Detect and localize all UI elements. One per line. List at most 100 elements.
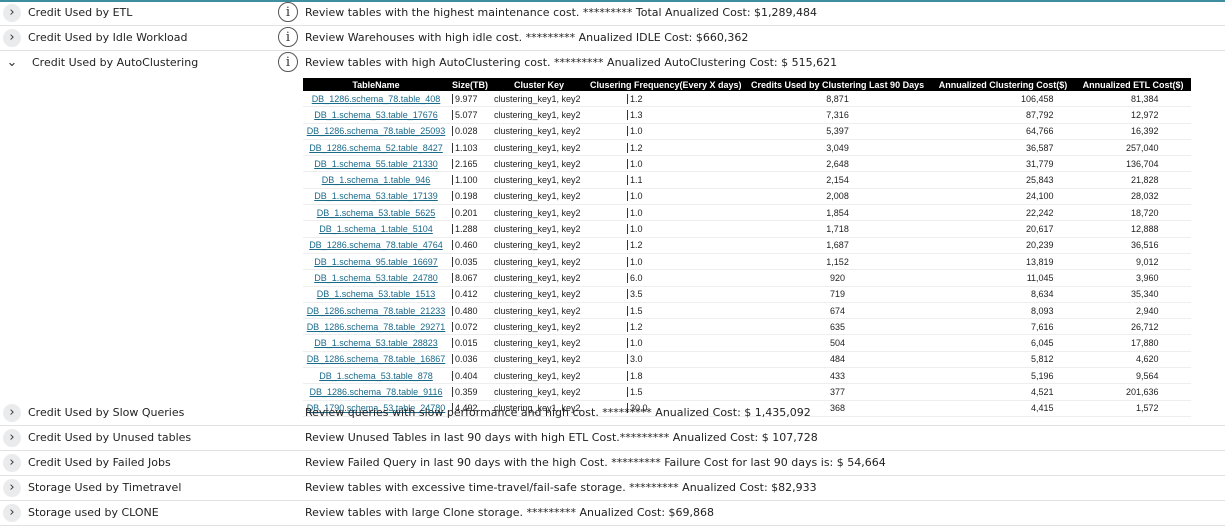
etl-cost-cell: 21,828 <box>1075 171 1191 189</box>
chevron-right-icon[interactable]: › <box>3 4 21 22</box>
clustering-cost-cell: 25,843 <box>930 171 1076 189</box>
section-row-failed-jobs[interactable]: › Credit Used by Failed Jobs Review Fail… <box>0 451 1225 476</box>
clustering-cost-cell: 20,617 <box>930 220 1076 238</box>
table-name-link[interactable]: DB_1.schema_1.table_5104 <box>303 220 449 238</box>
table-name-link[interactable]: DB_1286.schema_78.table_408 <box>303 91 449 108</box>
col-header[interactable]: Clusering Frequency(Every X days) <box>587 78 745 91</box>
chevron-right-icon[interactable]: › <box>3 504 21 522</box>
table-row: DB_1.schema_55.table_21330 2.165 clusterin… <box>303 155 1191 173</box>
frequency-cell: 1.0 <box>587 253 745 271</box>
table-name-link[interactable]: DB_1.schema_53.table_28823 <box>303 334 449 352</box>
table-name-link[interactable]: DB_1286.schema_78.table_16867 <box>303 351 449 369</box>
chevron-right-icon[interactable]: › <box>3 429 21 447</box>
section-description: Review tables with excessive time-travel… <box>305 481 817 494</box>
cluster-key-cell: clustering_key1, key2 <box>491 106 587 124</box>
credits-cell: 484 <box>744 351 931 369</box>
col-header[interactable]: Annualized Clustering Cost($) <box>930 78 1076 91</box>
table-row: DB_1790.schema_53.table_24780 4.492 cluste… <box>303 400 1191 417</box>
credits-cell: 7,316 <box>744 106 931 124</box>
col-header[interactable]: Credits Used by Clustering Last 90 Days <box>744 78 931 91</box>
table-name-link[interactable]: DB_1.schema_53.table_5625 <box>303 204 449 222</box>
col-header[interactable]: Cluster Key <box>491 78 587 91</box>
frequency-cell: 1.2 <box>587 237 745 254</box>
etl-cost-cell: 12,888 <box>1075 220 1191 238</box>
chevron-right-icon[interactable]: › <box>3 29 21 47</box>
size-cell: 5.077 <box>449 106 491 124</box>
cluster-key-cell: clustering_key1, key2 <box>491 220 587 238</box>
table-name-link[interactable]: DB_1286.schema_78.table_25093 <box>303 123 449 140</box>
cluster-key-cell: clustering_key1, key2 <box>491 123 587 140</box>
col-header[interactable]: Annualized ETL Cost($) <box>1075 78 1191 91</box>
credits-cell: 3,049 <box>744 139 931 157</box>
table-name-link[interactable]: DB_1.schema_53.table_24780 <box>303 269 449 287</box>
frequency-cell: 3.5 <box>587 286 745 303</box>
frequency-cell: 1.8 <box>587 367 745 385</box>
credits-cell: 2,154 <box>744 171 931 189</box>
table-row: DB_1286.schema_78.table_21233 0.480 cluste… <box>303 302 1191 320</box>
table-row: DB_1.schema_53.table_24780 8.067 clusterin… <box>303 269 1191 287</box>
table-name-link[interactable]: DB_1.schema_1.table_946 <box>303 171 449 189</box>
cluster-key-cell: clustering_key1, key2 <box>491 204 587 222</box>
section-row-etl[interactable]: › Credit Used by ETL i Review tables wit… <box>0 1 1225 26</box>
section-row-autoclustering[interactable]: ⌄ Credit Used by AutoClustering i Review… <box>0 51 1225 75</box>
section-description: Review queries with slow performance and… <box>305 406 811 419</box>
section-description: Review Unused Tables in last 90 days wit… <box>305 431 818 444</box>
table-name-link[interactable]: DB_1.schema_55.table_21330 <box>303 155 449 173</box>
table-name-link[interactable]: DB_1286.schema_78.table_21233 <box>303 302 449 320</box>
cluster-key-cell: clustering_key1, key2 <box>491 334 587 352</box>
table-row: DB_1.schema_53.table_1513 0.412 clustering… <box>303 286 1191 303</box>
etl-cost-cell: 2,940 <box>1075 302 1191 320</box>
credits-cell: 1,152 <box>744 253 931 271</box>
frequency-cell: 1.0 <box>587 155 745 173</box>
clustering-cost-cell: 13,819 <box>930 253 1076 271</box>
section-row-idle-workload[interactable]: › Credit Used by Idle Workload i Review … <box>0 26 1225 51</box>
cluster-key-cell: clustering_key1, key2 <box>491 286 587 303</box>
cluster-key-cell: clustering_key1, key2 <box>491 188 587 206</box>
table-name-link[interactable]: DB_1286.schema_78.table_9116 <box>303 383 449 401</box>
etl-cost-cell: 3,960 <box>1075 269 1191 287</box>
size-cell: 0.028 <box>449 123 491 140</box>
table-name-link[interactable]: DB_1286.schema_78.table_29271 <box>303 318 449 336</box>
section-row-clone[interactable]: › Storage used by CLONE Review tables wi… <box>0 501 1225 526</box>
table-row: DB_1.schema_53.table_17676 5.077 clusterin… <box>303 106 1191 124</box>
table-row: DB_1.schema_53.table_5625 0.201 clustering… <box>303 204 1191 222</box>
etl-cost-cell: 9,564 <box>1075 367 1191 385</box>
size-cell: 2.165 <box>449 155 491 173</box>
table-name-link[interactable]: DB_1286.schema_78.table_4764 <box>303 237 449 254</box>
table-name-link[interactable]: DB_1.schema_53.table_17139 <box>303 188 449 206</box>
chevron-right-icon[interactable]: › <box>3 404 21 422</box>
chevron-down-icon[interactable]: ⌄ <box>6 55 18 70</box>
size-cell: 1.103 <box>449 139 491 157</box>
table-name-link[interactable]: DB_1.schema_53.table_878 <box>303 367 449 385</box>
table-name-link[interactable]: DB_1.schema_53.table_17676 <box>303 106 449 124</box>
etl-cost-cell: 18,720 <box>1075 204 1191 222</box>
size-cell: 0.036 <box>449 351 491 369</box>
info-icon[interactable]: i <box>278 2 298 22</box>
chevron-right-icon[interactable]: › <box>3 454 21 472</box>
info-icon[interactable]: i <box>278 52 298 72</box>
clustering-cost-cell: 5,196 <box>930 367 1076 385</box>
table-row: DB_1286.schema_78.table_16867 0.036 cluste… <box>303 351 1191 369</box>
table-name-link[interactable]: DB_1286.schema_52.table_8427 <box>303 139 449 157</box>
credits-cell: 1,854 <box>744 204 931 222</box>
table-name-link[interactable]: DB_1.schema_95.table_16697 <box>303 253 449 271</box>
credits-cell: 377 <box>744 383 931 401</box>
clustering-cost-cell: 8,093 <box>930 302 1076 320</box>
size-cell: 0.201 <box>449 204 491 222</box>
cluster-key-cell: clustering_key1, key2 <box>491 400 587 417</box>
table-name-link[interactable]: DB_1790.schema_53.table_24780 <box>303 400 449 417</box>
etl-cost-cell: 9,012 <box>1075 253 1191 271</box>
frequency-cell: 1.0 <box>587 334 745 352</box>
table-name-link[interactable]: DB_1.schema_53.table_1513 <box>303 286 449 303</box>
section-row-unused-tables[interactable]: › Credit Used by Unused tables Review Un… <box>0 426 1225 451</box>
chevron-right-icon[interactable]: › <box>3 479 21 497</box>
credits-cell: 1,687 <box>744 237 931 254</box>
section-title: Storage Used by Timetravel <box>28 481 182 494</box>
col-header[interactable]: TableName <box>303 78 449 91</box>
section-row-timetravel[interactable]: › Storage Used by Timetravel Review tabl… <box>0 476 1225 501</box>
col-header[interactable]: Size(TB) <box>449 78 491 91</box>
size-cell: 0.015 <box>449 334 491 352</box>
section-row-slow-queries[interactable]: › Credit Used by Slow Queries Review que… <box>0 401 1225 426</box>
etl-cost-cell: 12,972 <box>1075 106 1191 124</box>
info-icon[interactable]: i <box>278 27 298 47</box>
